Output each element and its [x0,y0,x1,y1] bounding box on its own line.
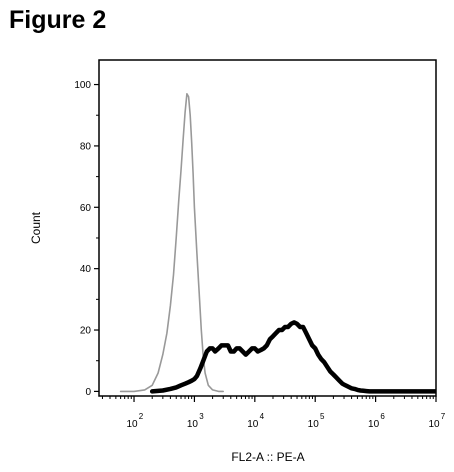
y-tick-label: 100 [74,80,91,91]
x-tick-exponent: 2 [139,412,144,421]
y-tick-label: 40 [80,264,92,275]
x-tick-label: 106 [368,412,385,430]
figure-title: Figure 2 [9,6,107,34]
y-tick-label: 0 [85,387,91,398]
plot-frame [98,59,437,397]
x-tick-exponent: 5 [320,412,325,421]
histogram-series-sample [149,320,436,394]
x-tick-label: 105 [308,412,325,430]
y-tick-label: 60 [80,203,92,214]
y-tick-label: 20 [80,326,92,337]
y-tick-label: 80 [80,141,92,152]
x-tick-base: 10 [308,419,320,430]
x-tick-base: 10 [428,419,440,430]
x-tick-exponent: 6 [380,412,385,421]
x-tick-base: 10 [368,419,380,430]
histogram-series-control [119,93,224,393]
x-tick-exponent: 4 [260,412,265,421]
x-tick-base: 10 [247,419,259,430]
x-axis-label: FL2-A :: PE-A [231,450,304,464]
y-axis: 0 20 40 60 80 100 [74,80,99,398]
series-layer [119,93,436,394]
x-tick-label: 104 [247,412,264,430]
x-tick-base: 10 [126,419,138,430]
x-tick-label: 103 [187,412,204,430]
x-tick-label: 102 [126,412,143,430]
x-tick-label: 107 [428,412,445,430]
x-tick-exponent: 7 [441,412,446,421]
x-tick-base: 10 [187,419,199,430]
x-tick-exponent: 3 [199,412,204,421]
y-axis-label: Count [29,211,43,244]
